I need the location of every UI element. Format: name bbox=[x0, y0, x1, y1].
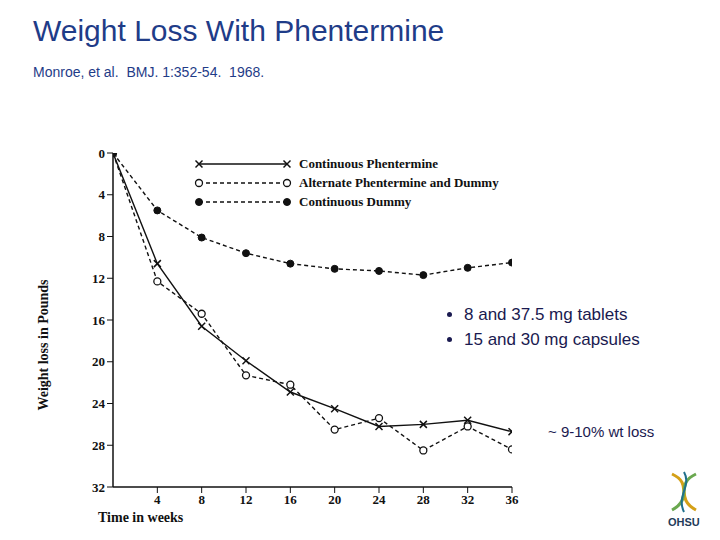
html-text:Continuous Dummy: Continuous Dummy bbox=[299, 193, 412, 209]
html-text:OHSU: OHSU bbox=[668, 516, 700, 528]
svg-text:16: 16 bbox=[92, 313, 106, 328]
svg-text:20: 20 bbox=[328, 492, 341, 507]
html-text:~ 9-10% wt loss: ~ 9-10% wt loss bbox=[548, 423, 655, 440]
svg-text:4: 4 bbox=[99, 187, 106, 202]
svg-text:32: 32 bbox=[92, 480, 105, 495]
html-text:Alternate Phentermine and Dumm: Alternate Phentermine and Dummy bbox=[299, 174, 499, 190]
svg-text:28: 28 bbox=[92, 438, 106, 453]
html-text:Time in weeks: Time in weeks bbox=[98, 510, 184, 525]
svg-text:8: 8 bbox=[99, 229, 106, 244]
svg-text:24: 24 bbox=[373, 492, 387, 507]
svg-text:4: 4 bbox=[154, 492, 161, 507]
html-text:8 and 37.5 mg tablets: 8 and 37.5 mg tablets bbox=[464, 305, 628, 324]
svg-text:16: 16 bbox=[284, 492, 298, 507]
html-text:Monroe, et al. BMJ. 1:352-54.: Monroe, et al. BMJ. 1:352-54. 1968. bbox=[33, 64, 265, 80]
svg-text:36: 36 bbox=[506, 492, 520, 507]
svg-text:28: 28 bbox=[417, 492, 431, 507]
html-text:15 and 30 mg capsules: 15 and 30 mg capsules bbox=[464, 330, 640, 349]
svg-text:20: 20 bbox=[92, 354, 105, 369]
svg-text:32: 32 bbox=[461, 492, 474, 507]
html-text:Weight Loss With Phentermine: Weight Loss With Phentermine bbox=[33, 14, 445, 47]
html-text:Continuous Phentermine: Continuous Phentermine bbox=[299, 155, 438, 171]
svg-text:8: 8 bbox=[198, 492, 205, 507]
svg-text:12: 12 bbox=[92, 271, 105, 286]
html-text:Weight loss in Pounds: Weight loss in Pounds bbox=[36, 279, 51, 411]
svg-text:12: 12 bbox=[240, 492, 253, 507]
svg-text:24: 24 bbox=[92, 396, 106, 411]
svg-text:0: 0 bbox=[99, 146, 106, 161]
